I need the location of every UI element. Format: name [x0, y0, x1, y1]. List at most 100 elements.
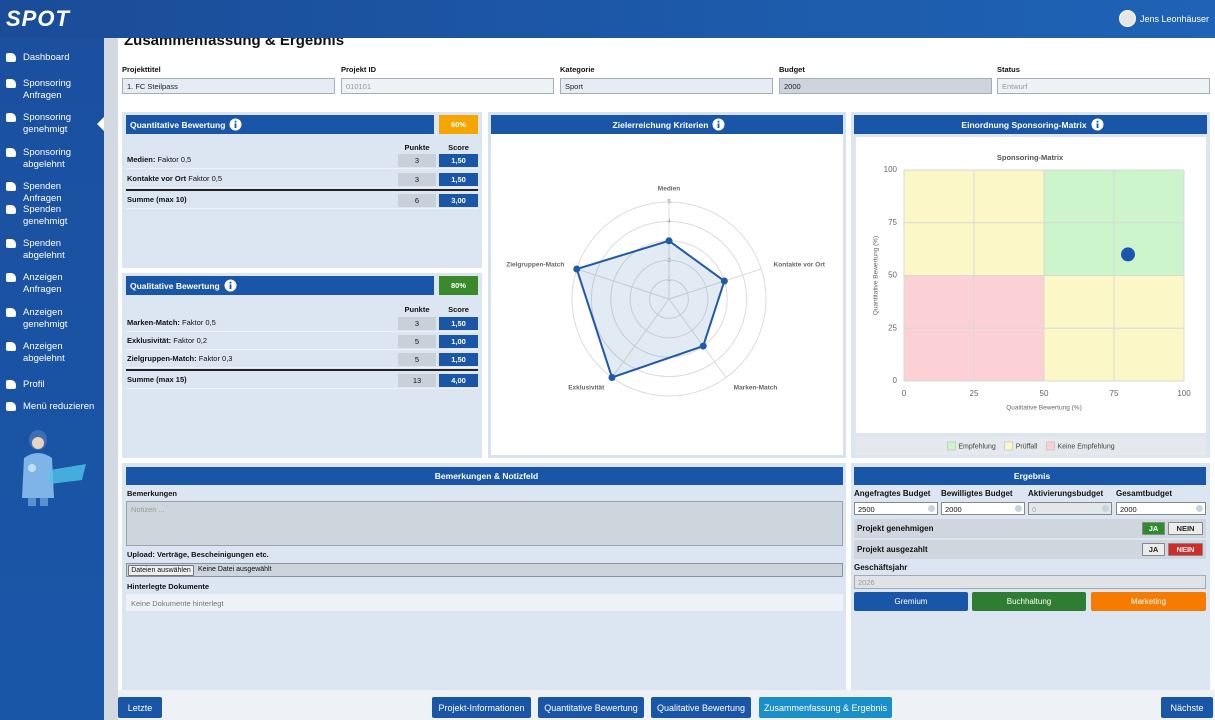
- docs-label: Hinterlegte Dokumente: [127, 582, 210, 591]
- no-button[interactable]: NEIN: [1168, 543, 1203, 556]
- budget-input[interactable]: 2000: [1116, 502, 1206, 515]
- row-label: Kontakte vor Ort: [127, 174, 187, 183]
- chart-area: [856, 137, 1206, 433]
- points-cell: 5: [398, 335, 436, 348]
- nav-icon: [6, 79, 16, 88]
- nav-icon: [6, 182, 16, 191]
- file-button[interactable]: Dateien auswählen: [128, 565, 194, 576]
- panel-title: Qualitative Bewertung: [130, 280, 220, 291]
- col-header: Punkte: [404, 305, 430, 314]
- score-cell: 4,00: [439, 374, 478, 387]
- score-cell: 1,50: [439, 317, 478, 330]
- file-status: Keine Datei ausgewählt: [198, 566, 272, 573]
- budget-label: Aktivierungsbudget: [1028, 489, 1104, 498]
- notes-textarea[interactable]: [126, 501, 843, 546]
- mascot-illustration: [22, 430, 86, 506]
- nav-item[interactable]: Menü reduzieren: [23, 401, 95, 412]
- row-label: Zielgruppen-Match:: [127, 354, 197, 363]
- budget-label: Bewilligtes Budget: [941, 489, 1013, 498]
- panel-header: Zielerreichung Kriterien: [491, 115, 843, 134]
- nav-item[interactable]: Anzeigen Anfragen: [23, 272, 63, 295]
- points-cell: 3: [398, 154, 436, 167]
- info-icon: [1091, 118, 1104, 131]
- score-row: Medien: Faktor 0,5: [127, 155, 387, 164]
- sidebar: [0, 38, 104, 720]
- percent-badge: 60%: [439, 115, 478, 134]
- row-bg: [126, 351, 478, 368]
- row-label: Exklusivität:: [127, 336, 172, 345]
- info-icon: [229, 118, 242, 131]
- sidebar-gap: [104, 38, 118, 720]
- no-button[interactable]: NEIN: [1168, 522, 1203, 535]
- tab-button[interactable]: Projekt-Informationen: [432, 697, 531, 718]
- nav-pointer: [97, 117, 104, 131]
- budget-label: Gesamtbudget: [1116, 489, 1173, 498]
- next-button[interactable]: Nächste: [1161, 697, 1213, 718]
- nav-item[interactable]: Anzeigen abgelehnt: [23, 341, 65, 364]
- nav-item[interactable]: Spenden Anfragen: [23, 181, 62, 204]
- budget-input[interactable]: 2000: [941, 502, 1025, 515]
- field-label: Status: [997, 65, 1020, 74]
- panel-header: Quantitative Bewertung: [126, 115, 434, 134]
- upload-label: Upload: Verträge, Bescheinigungen etc.: [127, 550, 269, 559]
- score-row: Exklusivität: Faktor 0,2: [127, 336, 387, 345]
- mascot: [10, 428, 90, 508]
- nav-item[interactable]: Sponsoring genehmigt: [23, 112, 72, 135]
- tab-button[interactable]: Quantitative Bewertung: [538, 697, 644, 718]
- row-bg: [126, 372, 478, 389]
- action-button[interactable]: Gremium: [854, 592, 968, 611]
- nav-icon: [6, 205, 16, 214]
- nav-icon: [6, 53, 16, 62]
- yes-button[interactable]: JA: [1142, 522, 1165, 535]
- row-bg: [126, 315, 478, 332]
- nav-item[interactable]: Spenden genehmigt: [23, 204, 68, 227]
- score-cell: 1,50: [439, 154, 478, 167]
- row-factor: Faktor 0,3: [198, 354, 233, 363]
- nav-item[interactable]: Dashboard: [23, 52, 70, 63]
- budget-input[interactable]: 0: [1028, 502, 1112, 515]
- score-cell: 1,00: [439, 335, 478, 348]
- panel-header: Bemerkungen & Notizfeld: [126, 467, 843, 485]
- score-cell: 1,50: [439, 173, 478, 186]
- panel-header: Qualitative Bewertung: [126, 276, 434, 295]
- row-bg: [126, 333, 478, 350]
- notes-label: Bemerkungen: [127, 489, 178, 498]
- info-icon: [224, 279, 237, 292]
- year-input: 2026: [854, 575, 1206, 589]
- action-button[interactable]: Marketing: [1091, 592, 1206, 611]
- col-header: Punkte: [404, 143, 430, 152]
- nav-item[interactable]: Anzeigen genehmigt: [23, 307, 68, 330]
- tab-button[interactable]: Zusammenfassung & Ergebnis: [759, 697, 892, 718]
- row-factor: Faktor 0,2: [173, 336, 208, 345]
- points-cell: 13: [398, 374, 436, 387]
- nav-item[interactable]: Profil: [23, 379, 45, 390]
- prev-button[interactable]: Letzte: [118, 697, 162, 718]
- panel-title: Bemerkungen & Notizfeld: [434, 471, 539, 481]
- score-cell: 1,50: [439, 353, 478, 366]
- nav-icon: [6, 308, 16, 317]
- field-input: 1. FC Steilpass: [122, 78, 335, 94]
- row-factor: Faktor 0,5: [157, 155, 192, 164]
- sum-row: Summe (max 15): [127, 375, 387, 384]
- nav-item[interactable]: Sponsoring Anfragen: [23, 78, 72, 101]
- nav-item[interactable]: Spenden abgelehnt: [23, 238, 65, 261]
- nav-icon: [6, 113, 16, 122]
- docs-box: [126, 594, 843, 611]
- field-label: Projekttitel: [122, 65, 161, 74]
- action-button[interactable]: Buchhaltung: [972, 592, 1086, 611]
- sum-divider: [126, 369, 478, 371]
- radar-panel: [488, 112, 846, 458]
- panel-title: Einordnung Sponsoring-Matrix: [961, 119, 1087, 130]
- toggle-label: Projekt ausgezahlt: [857, 545, 928, 554]
- input-info: [1102, 505, 1109, 512]
- nav-icon: [6, 273, 16, 282]
- nav-icon: [6, 402, 16, 411]
- tab-button[interactable]: Qualitative Bewertung: [651, 697, 751, 718]
- yes-button[interactable]: JA: [1142, 543, 1165, 556]
- points-cell: 3: [398, 173, 436, 186]
- field-label: Budget: [779, 65, 805, 74]
- nav-item[interactable]: Sponsoring abgelehnt: [23, 147, 72, 170]
- col-header: Score: [448, 143, 469, 152]
- budget-input[interactable]: 2500: [854, 502, 938, 515]
